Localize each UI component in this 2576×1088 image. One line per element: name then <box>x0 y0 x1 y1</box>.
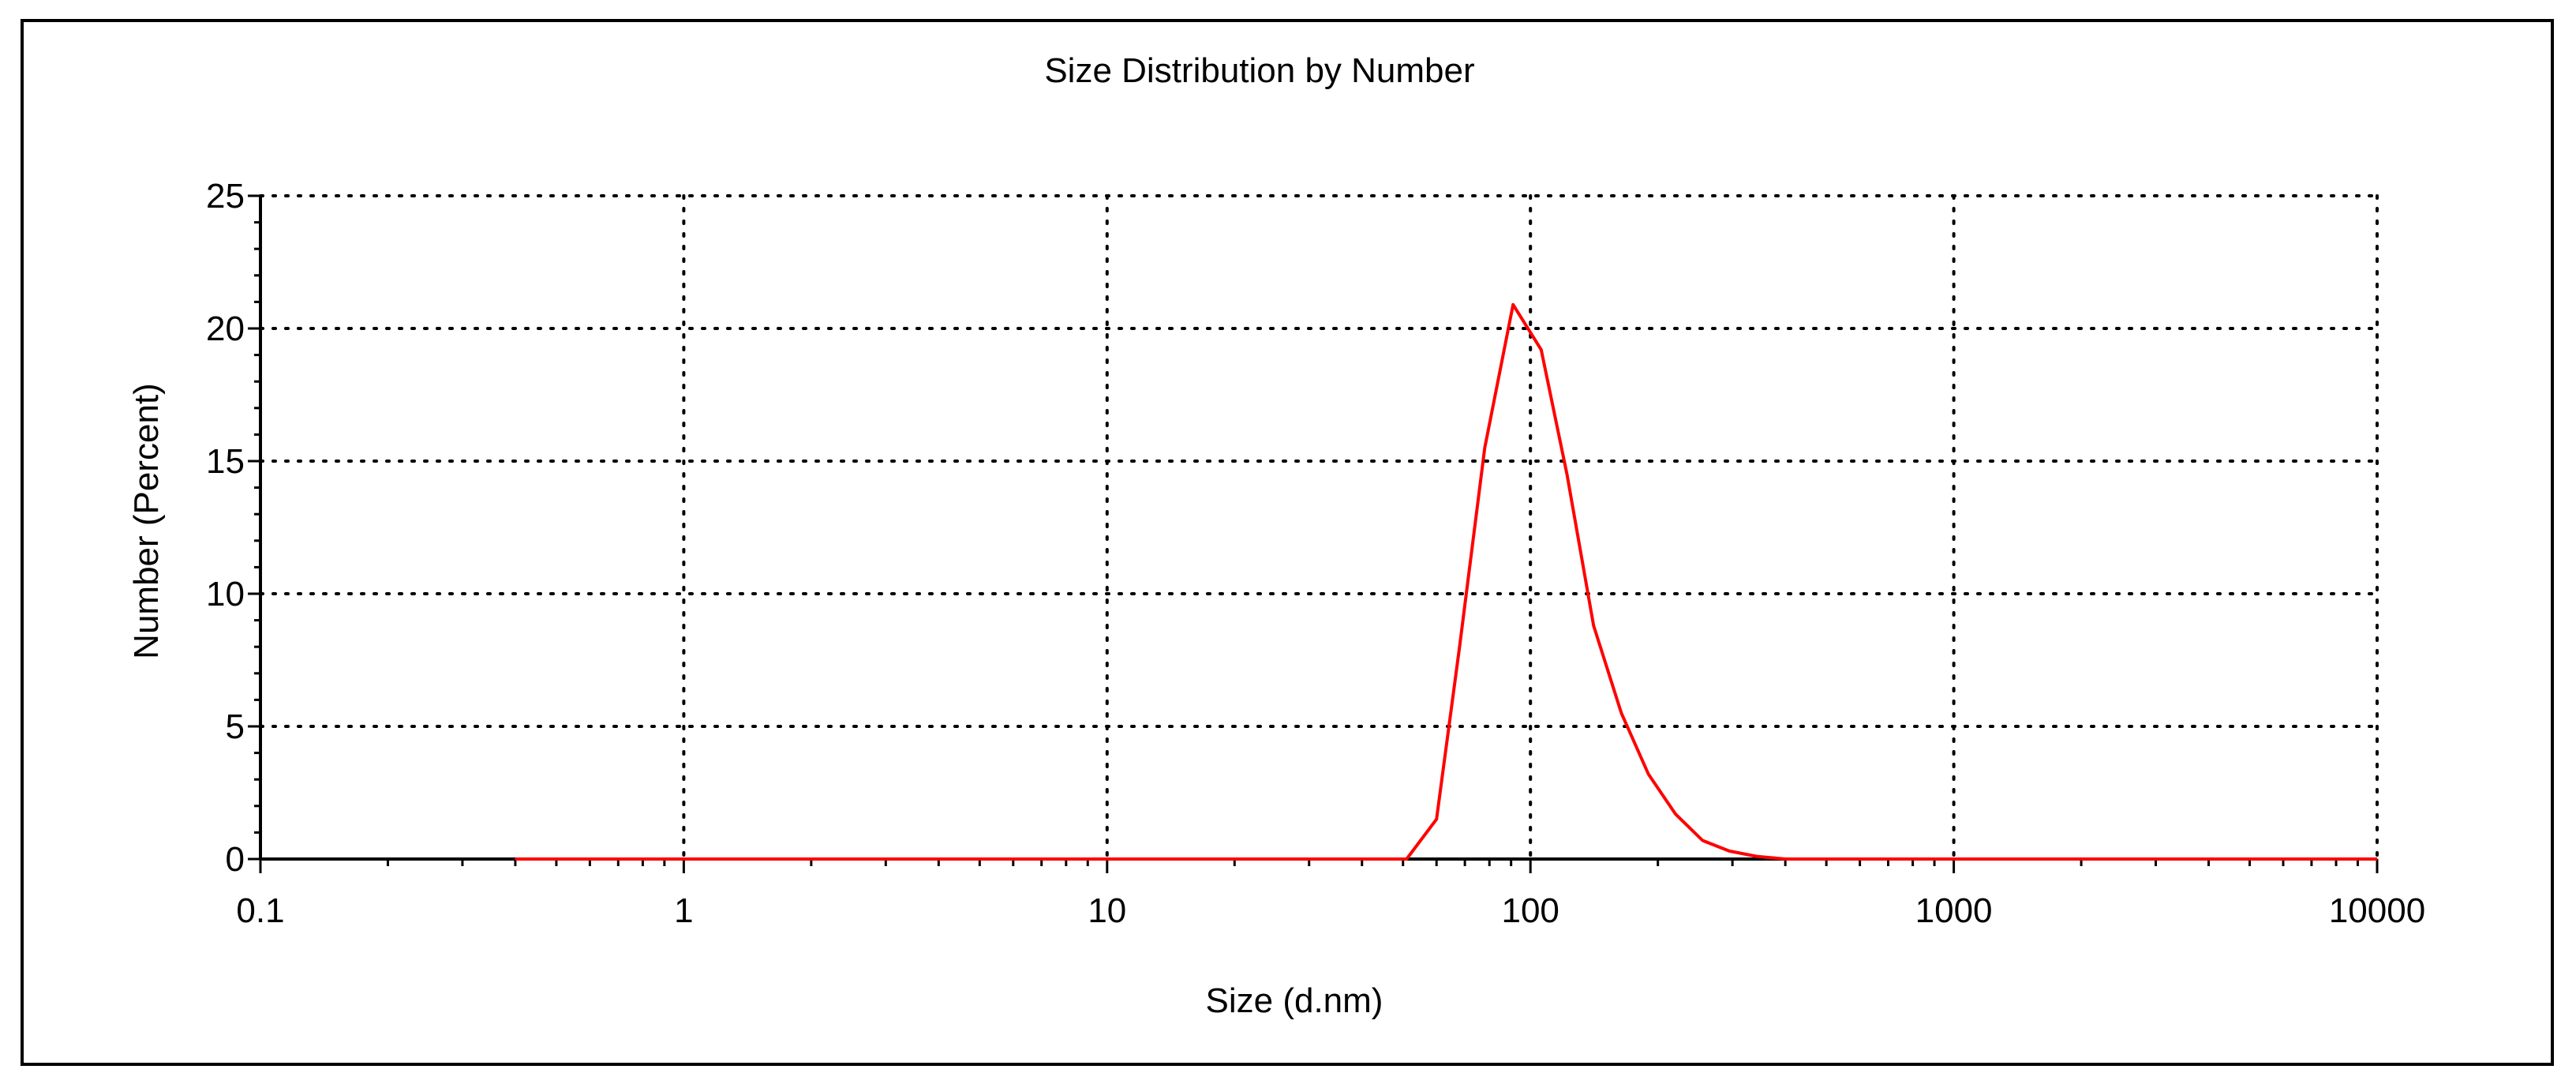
x-tick-label: 10000 <box>2329 891 2425 930</box>
grid <box>259 194 2379 861</box>
chart-frame <box>21 19 2554 1066</box>
series-point <box>1953 858 1955 860</box>
y-axis-label: Number (Percent) <box>127 383 166 659</box>
series <box>515 302 2378 861</box>
y-tick-label: 0 <box>226 840 245 879</box>
series-point <box>1620 712 1623 714</box>
y-tick-label: 15 <box>206 442 245 481</box>
series-point <box>1728 850 1730 852</box>
y-tick-label: 10 <box>206 575 245 613</box>
series-point <box>683 858 685 860</box>
series-point <box>1541 349 1542 351</box>
series-point <box>1458 646 1461 647</box>
x-tick-label: 0.1 <box>236 891 284 930</box>
series-point <box>1647 773 1649 775</box>
x-tick-label: 1000 <box>1915 891 1993 930</box>
chart-title: Size Distribution by Number <box>1044 51 1474 90</box>
series-point <box>1675 813 1676 815</box>
ticks: 0 5 10 15 20 25 0.1 1 10 100 1000 10000 <box>206 177 2425 930</box>
y-tick-label: 20 <box>206 310 245 348</box>
x-tick-label: 1 <box>674 891 693 930</box>
series-point <box>1784 858 1786 860</box>
axes <box>259 196 2377 861</box>
series-point <box>1106 858 1108 860</box>
y-tick-label: 5 <box>226 707 245 746</box>
series-point <box>1702 839 1704 842</box>
series-point <box>515 858 516 860</box>
series-point <box>1512 304 1514 306</box>
x-tick-label: 10 <box>1088 891 1126 930</box>
series-point <box>1484 447 1486 448</box>
series-point <box>1755 855 1758 857</box>
y-tick-label: 25 <box>206 177 245 216</box>
series-point <box>1436 818 1437 820</box>
series-point <box>1593 625 1594 627</box>
x-axis-label: Size (d.nm) <box>1206 981 1383 1020</box>
series-point <box>1406 858 1408 860</box>
series-point <box>1566 474 1568 475</box>
x-tick-label: 100 <box>1501 891 1559 930</box>
series-point <box>2376 858 2378 860</box>
series-line <box>515 302 2377 861</box>
